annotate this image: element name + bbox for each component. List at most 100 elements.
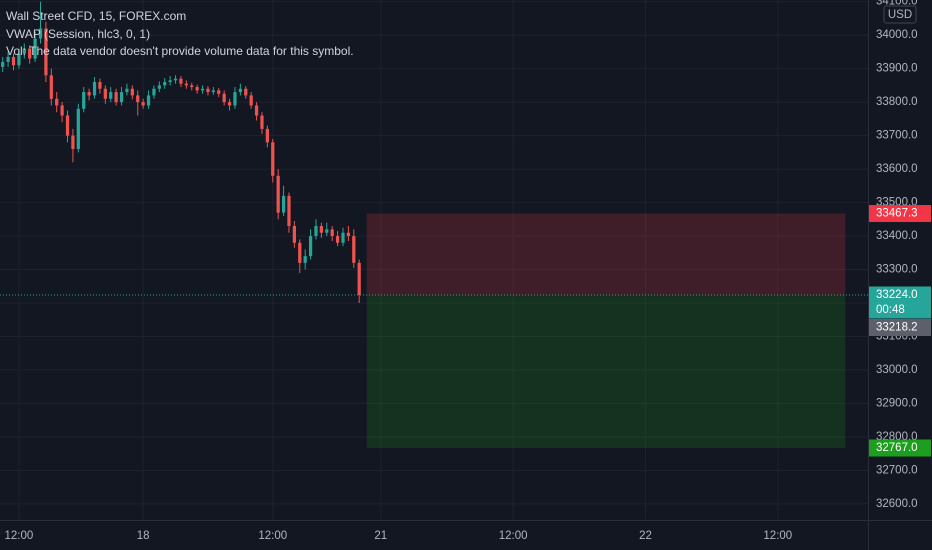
indicator-label: VWAP (Session, hlc3, 0, 1) bbox=[6, 27, 150, 41]
candle-body bbox=[179, 78, 183, 84]
candle-body bbox=[357, 262, 361, 295]
volume-note: Vol: The data vendor doesn't provide vol… bbox=[6, 44, 354, 58]
x-tick-label: 18 bbox=[137, 530, 150, 542]
candle-body bbox=[233, 92, 237, 106]
candle-body bbox=[119, 92, 124, 103]
candle-body bbox=[244, 88, 248, 96]
candle-body bbox=[130, 88, 134, 96]
currency-box[interactable] bbox=[883, 5, 917, 24]
candle-body bbox=[65, 115, 70, 136]
candle-body bbox=[330, 229, 334, 237]
candle-body bbox=[87, 92, 91, 96]
y-tick-label: 32700.0 bbox=[876, 464, 918, 476]
candle-body bbox=[249, 95, 253, 106]
candle-body bbox=[200, 88, 205, 91]
candle-body bbox=[298, 242, 302, 263]
stop-zone bbox=[366, 213, 846, 295]
candle-body bbox=[206, 88, 210, 93]
y-tick-label: 33700.0 bbox=[876, 130, 918, 142]
candle-body bbox=[184, 83, 188, 86]
last-price-label: 33224.0 bbox=[876, 289, 918, 301]
candle-body bbox=[238, 88, 242, 93]
candle-body bbox=[346, 232, 351, 237]
candle-body bbox=[287, 195, 291, 227]
candle-body bbox=[44, 28, 48, 76]
marker-price-label: 33218.2 bbox=[876, 322, 918, 334]
candle-body bbox=[125, 88, 129, 93]
candle-body bbox=[6, 56, 10, 62]
candle-body bbox=[49, 75, 53, 99]
candle-body bbox=[271, 142, 275, 176]
stop-price-label: 33467.3 bbox=[876, 208, 918, 220]
candle-body bbox=[260, 115, 264, 129]
y-tick-label: 33000.0 bbox=[876, 364, 918, 376]
grid bbox=[0, 0, 868, 520]
candle-body bbox=[173, 78, 178, 81]
y-tick-label: 34100.0 bbox=[876, 0, 918, 8]
countdown: 00:48 bbox=[876, 304, 905, 316]
candle-body bbox=[146, 95, 151, 106]
candle-body bbox=[276, 175, 280, 213]
chart-title: Wall Street CFD, 15, FOREX.com bbox=[6, 9, 186, 23]
x-tick-label: 21 bbox=[374, 530, 387, 542]
target-zone bbox=[366, 294, 846, 449]
candle-body bbox=[22, 48, 26, 54]
candle-body bbox=[308, 236, 313, 257]
y-tick-label: 33300.0 bbox=[876, 264, 918, 276]
y-tick-label: 33400.0 bbox=[876, 230, 918, 242]
candle-body bbox=[281, 195, 286, 213]
x-tick-label: 12:00 bbox=[258, 530, 287, 542]
candle-body bbox=[33, 38, 37, 59]
candle-body bbox=[103, 88, 107, 99]
candle-body bbox=[222, 93, 226, 103]
candle-body bbox=[335, 236, 340, 243]
last-price-box bbox=[869, 286, 931, 319]
candle-body bbox=[55, 98, 59, 106]
candle-body bbox=[109, 92, 113, 99]
candle-body bbox=[60, 105, 64, 116]
candle-body bbox=[319, 226, 324, 233]
axes: 32600.032700.032800.032900.033000.033100… bbox=[5, 0, 931, 542]
candle-body bbox=[303, 256, 307, 263]
target-price-label-box bbox=[869, 439, 931, 457]
candle-body bbox=[1, 61, 5, 67]
candle-body bbox=[341, 232, 345, 243]
candle-body bbox=[141, 102, 145, 106]
x-tick-label: 12:00 bbox=[763, 530, 792, 542]
y-tick-label: 33600.0 bbox=[876, 163, 918, 175]
y-tick-label: 32600.0 bbox=[876, 498, 918, 510]
currency[interactable]: USD bbox=[888, 9, 912, 21]
candle-body bbox=[114, 92, 118, 103]
candle-body bbox=[152, 88, 156, 96]
candle-body bbox=[352, 236, 356, 263]
target-price-label: 32767.0 bbox=[876, 442, 918, 454]
candle-body bbox=[92, 82, 97, 96]
candle-body bbox=[314, 226, 318, 237]
candle-body bbox=[292, 226, 296, 243]
y-tick-label: 33800.0 bbox=[876, 96, 918, 108]
candle-body bbox=[163, 82, 167, 86]
stop-price-label-box bbox=[869, 205, 931, 223]
candle-body bbox=[136, 95, 140, 103]
candle-body bbox=[325, 229, 329, 233]
candle-body bbox=[157, 85, 161, 89]
candle-body bbox=[38, 28, 43, 39]
candle-body bbox=[195, 87, 199, 91]
candle-body bbox=[71, 135, 75, 150]
candle-body bbox=[217, 90, 221, 94]
y-tick-label: 32900.0 bbox=[876, 398, 918, 410]
candle-body bbox=[254, 105, 259, 116]
candle-body bbox=[227, 102, 232, 106]
candle-body bbox=[211, 90, 215, 93]
candle-body bbox=[265, 128, 269, 143]
y-tick-label: 34000.0 bbox=[876, 29, 918, 41]
candle-body bbox=[98, 82, 102, 89]
candle-body bbox=[82, 92, 86, 109]
plot bbox=[0, 1, 868, 449]
candle-body bbox=[168, 80, 172, 83]
x-tick-label: 12:00 bbox=[499, 530, 528, 542]
marker-price-box bbox=[869, 318, 931, 336]
candle-body bbox=[11, 56, 16, 66]
x-tick-label: 12:00 bbox=[5, 530, 34, 542]
